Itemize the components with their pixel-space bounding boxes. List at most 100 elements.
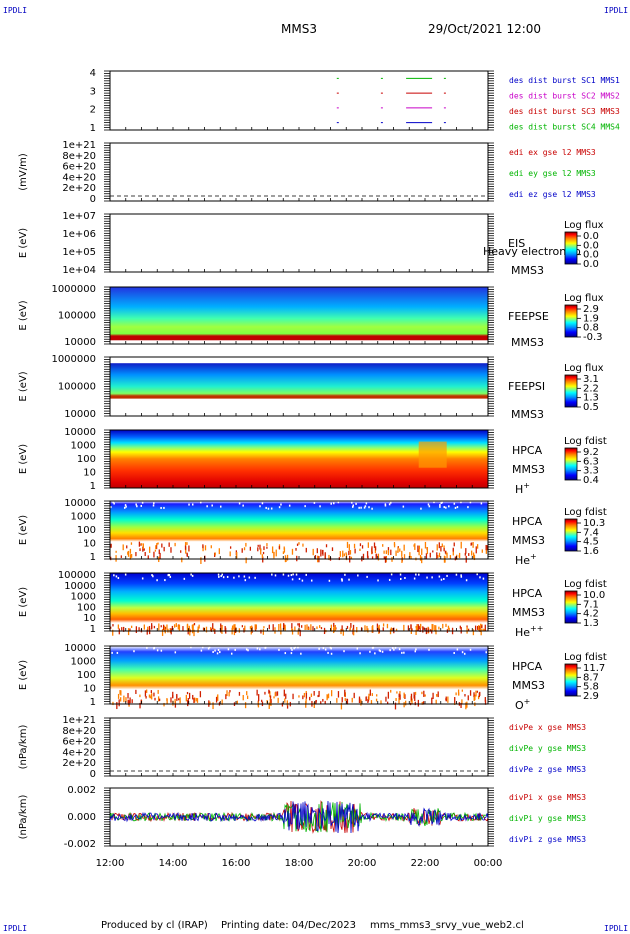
speckle-hpca_he <box>441 543 443 548</box>
speckle-hpca_he <box>316 548 318 554</box>
series-label: des dist burst SC4 MMS4 <box>509 123 620 132</box>
y-tick-label: 100000 <box>58 382 96 393</box>
speckle-hpca_o <box>322 647 325 650</box>
speckle-hpca_hepp <box>382 627 384 631</box>
y-tick-label: 1e+05 <box>62 247 96 258</box>
speckle-hpca_he <box>419 554 422 561</box>
speckle-hpca_hepp <box>233 576 235 579</box>
speckle-hpca_o <box>131 699 133 704</box>
speckle-hpca_hepp <box>364 625 366 632</box>
y-tick-label: 10000 <box>64 337 96 348</box>
speckle-hpca_o <box>146 689 148 693</box>
speckle-hpca_hepp <box>254 576 256 579</box>
speckle-hpca_o <box>398 648 401 651</box>
colorbar-tick-label: 6.3 <box>583 456 599 467</box>
speckle-hpca_he <box>236 551 238 559</box>
speckle-hpca_hepp <box>434 625 436 632</box>
colorbar-tick-label: 2.9 <box>583 691 599 702</box>
speckle-hpca_o <box>484 699 487 705</box>
colorbar-title: Log flux <box>564 293 604 304</box>
speckle-hpca_o <box>390 689 392 693</box>
speckle-hpca_he <box>184 545 187 550</box>
speckle-hpca_he <box>127 551 129 555</box>
speckle-hpca_o <box>313 702 315 708</box>
speckle-hpca_he <box>333 502 335 505</box>
colorbar <box>564 663 578 697</box>
y-tick-label: 10000 <box>64 581 96 592</box>
speckle-hpca_hepp <box>175 623 177 627</box>
speckle-hpca_he <box>142 546 144 552</box>
speckle-hpca_hepp <box>193 629 195 637</box>
colorbar-tick-label: 0.5 <box>583 402 599 413</box>
speckle-hpca_hepp <box>350 622 352 628</box>
y-tick-label: 10000 <box>64 498 96 509</box>
speckle-hpca_o <box>453 652 455 655</box>
speckle-hpca_hepp <box>482 628 484 632</box>
speckle-hpca_hepp <box>115 575 118 578</box>
speckle-hpca_hepp <box>197 626 199 633</box>
speckle-hpca_he <box>409 552 411 558</box>
y-axis-label: E (eV) <box>18 300 29 330</box>
speckle-hpca_hepp <box>460 627 462 634</box>
y-tick-label: 1000000 <box>51 284 96 295</box>
speckle-hpca_he <box>393 543 396 548</box>
instrument-label: EIS <box>508 237 525 250</box>
speckle-hpca_o <box>174 651 177 654</box>
speckle-hpca_he <box>414 543 416 550</box>
speckle-hpca_o <box>157 689 159 694</box>
speckle-hpca_o <box>368 693 370 700</box>
speckle-hpca_he <box>448 505 450 508</box>
speckle-hpca_hepp <box>297 623 299 626</box>
speckle-hpca_he <box>470 542 472 546</box>
speckle-hpca_o <box>112 701 114 706</box>
speckle-hpca_hepp <box>312 626 314 632</box>
colorbar-title: Log fdist <box>564 507 607 518</box>
speckle-hpca_hepp <box>411 628 413 631</box>
speckle-hpca_hepp <box>419 624 422 627</box>
speckle-hpca_hepp <box>191 624 194 629</box>
speckle-hpca_he <box>454 506 457 509</box>
speckle-hpca_he <box>304 505 306 508</box>
speckle-hpca_he <box>449 555 452 559</box>
x-tick-label: 12:00 <box>96 858 125 869</box>
speckle-hpca_o <box>281 702 284 707</box>
speckle-hpca_hepp <box>210 627 212 632</box>
speckle-hpca_o <box>158 698 161 702</box>
y-tick-label: 10000 <box>64 409 96 420</box>
speckle-hpca_hepp <box>310 579 313 582</box>
speckle-hpca_hepp <box>483 628 485 632</box>
speckle-hpca_he <box>202 545 204 552</box>
speckle-hpca_o <box>369 689 371 696</box>
speckle-hpca_o <box>478 692 480 698</box>
speckle-hpca_hepp <box>466 625 468 628</box>
speckle-hpca_hepp <box>418 626 420 629</box>
speckle-hpca_hepp <box>390 573 393 576</box>
speckle-hpca_hepp <box>233 628 236 636</box>
speckle-hpca_o <box>277 697 279 703</box>
colorbar <box>564 231 578 265</box>
speckle-hpca_o <box>214 649 216 652</box>
speckle-hpca_hepp <box>341 625 343 631</box>
spectrogram-hpca_hepp <box>110 573 488 631</box>
speckle-hpca_o <box>275 691 277 697</box>
speckle-hpca_hepp <box>248 576 251 579</box>
speckle-hpca_hepp <box>178 624 181 632</box>
speckle-hpca_he <box>397 550 399 553</box>
speckle-hpca_he <box>464 552 466 556</box>
speckle-hpca_he <box>371 507 373 510</box>
divpi-series-2 <box>109 801 489 833</box>
speckle-hpca_hepp <box>395 628 398 632</box>
speckle-hpca_o <box>163 702 165 707</box>
speckle-hpca_he <box>174 542 176 547</box>
speckle-hpca_o <box>398 693 400 698</box>
speckle-hpca_hepp <box>117 577 120 580</box>
speckle-hpca_he <box>439 504 441 507</box>
speckle-hpca_o <box>414 691 417 695</box>
speckle-hpca_he <box>278 546 281 549</box>
speckle-hpca_hepp <box>262 628 265 635</box>
speckle-hpca_he <box>260 548 262 555</box>
speckle-hpca_he <box>218 548 220 555</box>
speckle-hpca_o <box>365 696 367 701</box>
speckle-hpca_hepp <box>291 628 294 635</box>
speckle-hpca_o <box>424 694 426 697</box>
